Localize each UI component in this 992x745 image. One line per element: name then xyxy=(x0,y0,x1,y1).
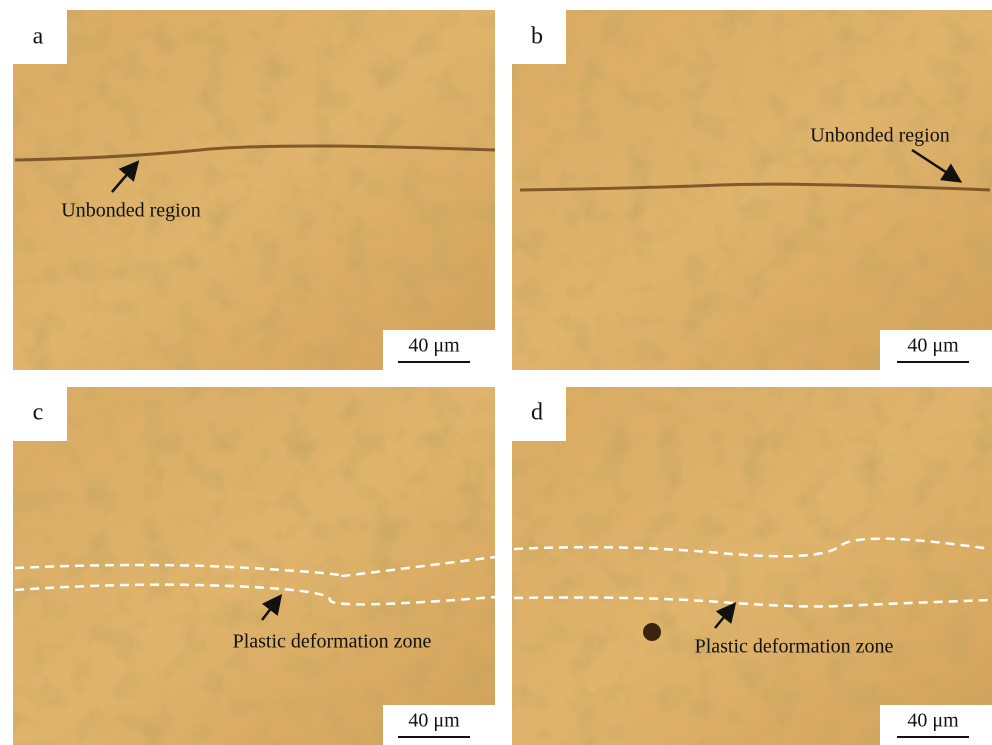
panel-d: d Plastic deformation zone 40 μm xyxy=(512,387,992,745)
micrograph xyxy=(13,10,495,370)
annotation: Unbonded region xyxy=(61,200,200,222)
panel-a: a Unbonded region 40 μm xyxy=(13,10,495,370)
panel-b: b Unbonded region 40 μm xyxy=(512,10,992,370)
panel-label: d xyxy=(531,400,543,426)
panel-label: c xyxy=(33,400,44,426)
panel-c: c Plastic deformation zone 40 μm xyxy=(13,387,495,745)
annotation: Unbonded region xyxy=(810,125,949,147)
panel-label: a xyxy=(33,24,44,50)
scale-label: 40 μm xyxy=(408,710,460,732)
inclusion xyxy=(643,623,661,641)
figure: a Unbonded region 40 μm b Unbonded regio… xyxy=(0,0,992,745)
scale-label: 40 μm xyxy=(907,335,959,357)
panel-label: b xyxy=(531,24,543,50)
micrograph xyxy=(512,387,992,745)
annotation: Plastic deformation zone xyxy=(233,631,432,653)
scale-label: 40 μm xyxy=(907,710,959,732)
annotation: Plastic deformation zone xyxy=(695,636,894,658)
scale-label: 40 μm xyxy=(408,335,460,357)
